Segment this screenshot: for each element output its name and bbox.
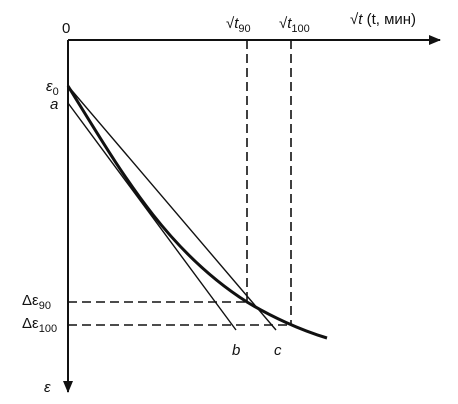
label-d100-main: Δε [22,315,39,332]
tick-t100-var: t [287,15,292,32]
label-d90-main: Δε [22,292,39,309]
label-a: a [50,96,58,113]
label-c: c [274,342,282,359]
consolidation-curve [66,85,328,340]
label-d100: Δε100 [22,315,57,335]
tick-label-t100: √t100 [279,15,310,35]
origin-label: 0 [62,20,70,37]
label-eps0: ε0 [46,78,59,98]
x-axis-radical: √ [350,11,359,28]
x-axis-unit: (t, мин) [362,11,416,28]
tick-t90-var: t [234,15,239,32]
x-axis-var: t [358,11,363,28]
tick-t90-sub: 90 [238,23,250,35]
tick-t90-radical: √ [226,15,235,32]
label-d100-sub: 100 [39,323,57,335]
x-axis-label: √t (t, мин) [350,11,416,28]
label-eps0-sub: 0 [53,86,59,98]
tick-label-t90: √t90 [226,15,251,35]
label-d90-sub: 90 [39,300,51,312]
y-axis-label: ε [44,379,51,396]
label-b: b [232,342,240,359]
line-a-to-b [67,102,237,331]
line-eps0-to-c [67,85,277,331]
label-eps0-main: ε [46,78,53,95]
tick-t100-sub: 100 [291,23,309,35]
label-d90: Δε90 [22,292,51,312]
tick-t100-radical: √ [279,15,288,32]
